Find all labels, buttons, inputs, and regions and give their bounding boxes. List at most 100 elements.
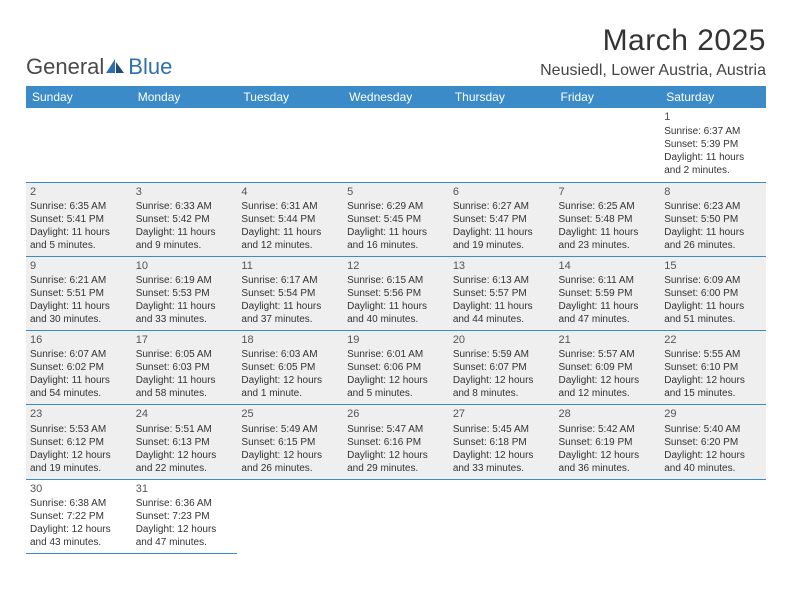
sunset-line: Sunset: 6:06 PM [347,361,445,374]
day-number: 5 [347,185,445,199]
day-number: 7 [559,185,657,199]
sunrise-line: Sunrise: 6:11 AM [559,274,657,287]
sunset-line: Sunset: 5:42 PM [136,213,234,226]
sunset-line: Sunset: 5:57 PM [453,287,551,300]
calendar-row: 30Sunrise: 6:38 AMSunset: 7:22 PMDayligh… [26,479,766,553]
calendar-header-row: SundayMondayTuesdayWednesdayThursdayFrid… [26,86,766,108]
calendar-cell: 30Sunrise: 6:38 AMSunset: 7:22 PMDayligh… [26,479,132,553]
calendar-cell: 4Sunrise: 6:31 AMSunset: 5:44 PMDaylight… [237,182,343,256]
sunrise-line: Sunrise: 5:47 AM [347,423,445,436]
daylight-line: Daylight: 12 hours and 43 minutes. [30,523,128,549]
sunrise-line: Sunrise: 5:55 AM [664,348,762,361]
day-number: 13 [453,259,551,273]
sunrise-line: Sunrise: 6:13 AM [453,274,551,287]
day-number: 6 [453,185,551,199]
calendar-cell [555,479,661,553]
calendar-cell [237,479,343,553]
calendar-table: SundayMondayTuesdayWednesdayThursdayFrid… [26,86,766,554]
calendar-cell: 5Sunrise: 6:29 AMSunset: 5:45 PMDaylight… [343,182,449,256]
sunset-line: Sunset: 5:50 PM [664,213,762,226]
calendar-cell: 16Sunrise: 6:07 AMSunset: 6:02 PMDayligh… [26,331,132,405]
sunset-line: Sunset: 5:51 PM [30,287,128,300]
day-number: 15 [664,259,762,273]
calendar-cell: 9Sunrise: 6:21 AMSunset: 5:51 PMDaylight… [26,256,132,330]
calendar-cell: 27Sunrise: 5:45 AMSunset: 6:18 PMDayligh… [449,405,555,479]
daylight-line: Daylight: 11 hours and 47 minutes. [559,300,657,326]
daylight-line: Daylight: 12 hours and 15 minutes. [664,374,762,400]
sunrise-line: Sunrise: 6:07 AM [30,348,128,361]
sunset-line: Sunset: 5:54 PM [241,287,339,300]
calendar-cell: 3Sunrise: 6:33 AMSunset: 5:42 PMDaylight… [132,182,238,256]
calendar-cell [343,108,449,182]
sunset-line: Sunset: 6:07 PM [453,361,551,374]
calendar-cell: 12Sunrise: 6:15 AMSunset: 5:56 PMDayligh… [343,256,449,330]
calendar-cell: 31Sunrise: 6:36 AMSunset: 7:23 PMDayligh… [132,479,238,553]
sunrise-line: Sunrise: 6:03 AM [241,348,339,361]
daylight-line: Daylight: 11 hours and 9 minutes. [136,226,234,252]
daylight-line: Daylight: 11 hours and 54 minutes. [30,374,128,400]
calendar-cell: 17Sunrise: 6:05 AMSunset: 6:03 PMDayligh… [132,331,238,405]
calendar-cell: 24Sunrise: 5:51 AMSunset: 6:13 PMDayligh… [132,405,238,479]
day-number: 11 [241,259,339,273]
sunset-line: Sunset: 6:13 PM [136,436,234,449]
daylight-line: Daylight: 12 hours and 12 minutes. [559,374,657,400]
sunrise-line: Sunrise: 6:29 AM [347,200,445,213]
daylight-line: Daylight: 12 hours and 47 minutes. [136,523,234,549]
title-month: March 2025 [540,24,766,58]
day-number: 12 [347,259,445,273]
daylight-line: Daylight: 11 hours and 58 minutes. [136,374,234,400]
daylight-line: Daylight: 11 hours and 40 minutes. [347,300,445,326]
calendar-cell [660,479,766,553]
day-number: 29 [664,407,762,421]
sunset-line: Sunset: 6:03 PM [136,361,234,374]
calendar-cell [26,108,132,182]
sunrise-line: Sunrise: 6:38 AM [30,497,128,510]
sunset-line: Sunset: 6:19 PM [559,436,657,449]
calendar-cell: 20Sunrise: 5:59 AMSunset: 6:07 PMDayligh… [449,331,555,405]
calendar-cell: 8Sunrise: 6:23 AMSunset: 5:50 PMDaylight… [660,182,766,256]
sunset-line: Sunset: 6:20 PM [664,436,762,449]
daylight-line: Daylight: 12 hours and 5 minutes. [347,374,445,400]
daylight-line: Daylight: 11 hours and 16 minutes. [347,226,445,252]
day-header: Wednesday [343,86,449,108]
day-number: 28 [559,407,657,421]
calendar-cell [343,479,449,553]
daylight-line: Daylight: 11 hours and 12 minutes. [241,226,339,252]
sunrise-line: Sunrise: 6:01 AM [347,348,445,361]
calendar-cell: 13Sunrise: 6:13 AMSunset: 5:57 PMDayligh… [449,256,555,330]
day-number: 16 [30,333,128,347]
sunset-line: Sunset: 6:10 PM [664,361,762,374]
page-header: General Blue March 2025 Neusiedl, Lower … [26,24,766,80]
sunrise-line: Sunrise: 5:53 AM [30,423,128,436]
calendar-cell: 18Sunrise: 6:03 AMSunset: 6:05 PMDayligh… [237,331,343,405]
day-number: 2 [30,185,128,199]
sunset-line: Sunset: 5:44 PM [241,213,339,226]
day-number: 19 [347,333,445,347]
sunrise-line: Sunrise: 6:19 AM [136,274,234,287]
sunrise-line: Sunrise: 6:31 AM [241,200,339,213]
day-header: Sunday [26,86,132,108]
calendar-cell: 2Sunrise: 6:35 AMSunset: 5:41 PMDaylight… [26,182,132,256]
sunrise-line: Sunrise: 6:17 AM [241,274,339,287]
day-header: Saturday [660,86,766,108]
day-number: 21 [559,333,657,347]
calendar-cell: 7Sunrise: 6:25 AMSunset: 5:48 PMDaylight… [555,182,661,256]
calendar-cell: 6Sunrise: 6:27 AMSunset: 5:47 PMDaylight… [449,182,555,256]
daylight-line: Daylight: 12 hours and 33 minutes. [453,449,551,475]
sunrise-line: Sunrise: 5:40 AM [664,423,762,436]
day-number: 3 [136,185,234,199]
sunset-line: Sunset: 6:18 PM [453,436,551,449]
sunset-line: Sunset: 6:15 PM [241,436,339,449]
day-number: 17 [136,333,234,347]
title-block: March 2025 Neusiedl, Lower Austria, Aust… [540,24,766,80]
sunset-line: Sunset: 7:22 PM [30,510,128,523]
logo-text-general: General [26,54,104,80]
calendar-cell: 1Sunrise: 6:37 AMSunset: 5:39 PMDaylight… [660,108,766,182]
day-number: 4 [241,185,339,199]
logo-text-blue: Blue [128,54,172,80]
calendar-cell [449,108,555,182]
daylight-line: Daylight: 11 hours and 44 minutes. [453,300,551,326]
daylight-line: Daylight: 12 hours and 1 minute. [241,374,339,400]
title-location: Neusiedl, Lower Austria, Austria [540,62,766,80]
calendar-row: 23Sunrise: 5:53 AMSunset: 6:12 PMDayligh… [26,405,766,479]
